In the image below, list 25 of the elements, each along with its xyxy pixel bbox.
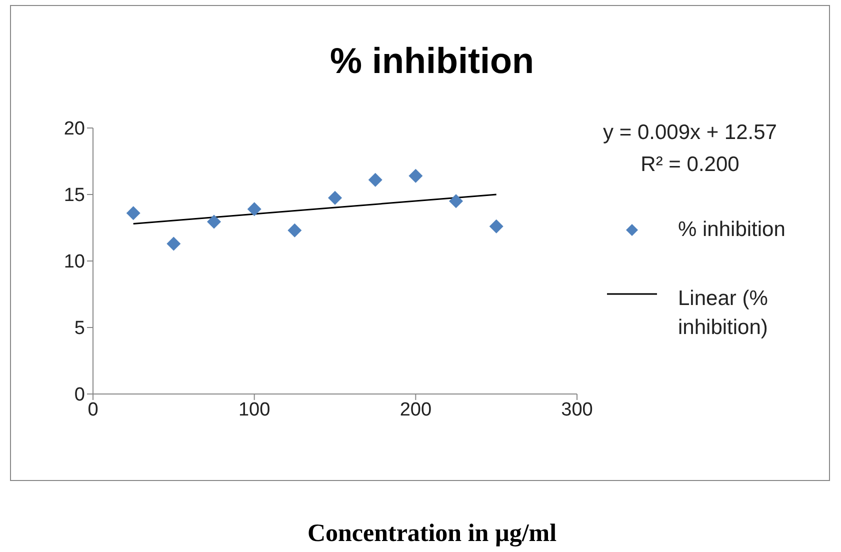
legend-label: Linear (% inhibition) xyxy=(678,286,769,341)
text: y = 0.009x + 12.57 xyxy=(602,120,778,146)
legend-label: % inhibition xyxy=(678,217,786,243)
x-tick-label: 0 xyxy=(88,399,98,420)
point xyxy=(126,206,140,220)
point xyxy=(489,219,504,234)
y-tick-label: 20 xyxy=(64,118,85,140)
x-tick-label: 100 xyxy=(238,399,270,420)
y-tick-label: 15 xyxy=(64,185,85,206)
text: R² = 0.200 xyxy=(640,152,740,178)
y-tick-label: 5 xyxy=(74,318,85,340)
point xyxy=(449,194,463,208)
point xyxy=(166,236,181,251)
point xyxy=(288,223,302,238)
y-tick-label: 0 xyxy=(74,384,85,406)
point xyxy=(328,190,342,205)
point xyxy=(408,168,423,183)
x-tick-label: 200 xyxy=(400,399,432,420)
point xyxy=(368,172,382,187)
chart-title: % inhibition xyxy=(329,40,535,82)
point xyxy=(247,202,262,216)
x-tick-label: 300 xyxy=(561,399,593,420)
x-axis-title: Concentration in µg/ml xyxy=(306,520,558,548)
y-tick-label: 10 xyxy=(64,252,85,273)
point xyxy=(207,214,221,229)
